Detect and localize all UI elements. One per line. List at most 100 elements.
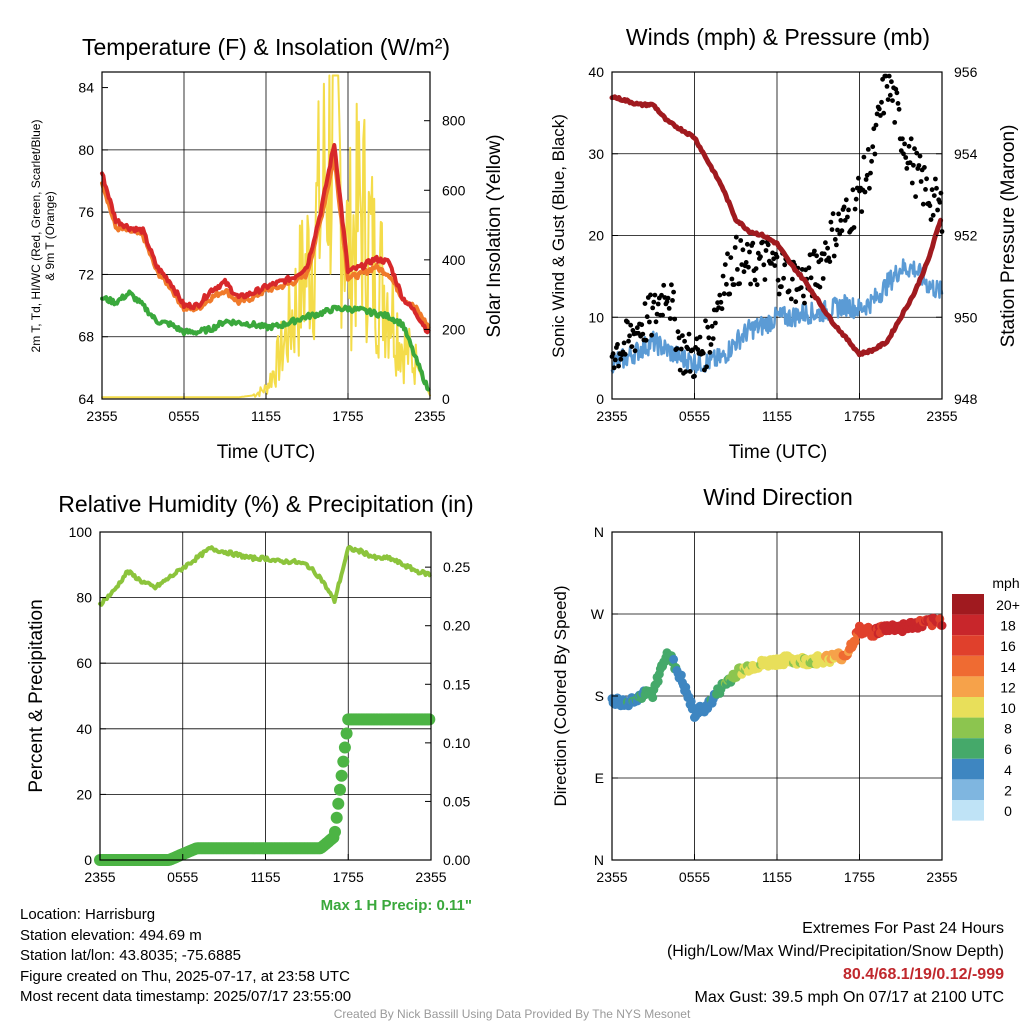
x-tick-label: 1155 — [251, 408, 281, 424]
winds-ylabel-left: Sonic Wind & Gust (Blue, Black) — [549, 114, 568, 358]
gust-point — [612, 357, 618, 363]
gust-point — [831, 253, 837, 259]
gust-point — [639, 322, 645, 328]
x-tick-label: 1755 — [333, 869, 364, 885]
gust-point — [869, 158, 874, 164]
y-tick-label-right: 200 — [442, 321, 466, 337]
x-tick-label: 2355 — [596, 869, 627, 885]
gust-point — [893, 86, 899, 92]
y-tick-label-right: 956 — [954, 64, 978, 80]
y-tick-label-right: 400 — [442, 252, 466, 268]
y-tick-label-right: 952 — [954, 228, 978, 244]
gust-point — [856, 175, 861, 181]
info-elevation: Station elevation: 494.69 m — [20, 926, 202, 944]
gust-point — [842, 218, 848, 223]
gust-point — [661, 282, 667, 288]
gust-point — [827, 259, 833, 264]
gust-point — [669, 282, 674, 288]
direction-point — [676, 670, 686, 680]
gust-point — [906, 143, 912, 149]
gust-point — [713, 320, 718, 326]
gust-point — [748, 281, 753, 287]
gust-point — [772, 263, 778, 268]
pressure-line — [609, 94, 944, 358]
gust-point — [731, 282, 737, 287]
gust-point — [922, 165, 927, 170]
gust-point — [886, 73, 892, 79]
gust-point — [754, 282, 760, 288]
y-tick-label-left: E — [595, 770, 604, 786]
legend-title: mph — [992, 575, 1019, 591]
gust-point — [920, 201, 926, 207]
wdir-ylabel-left: Direction (Colored By Speed) — [551, 585, 570, 806]
credit-line: Created By Nick Bassill Using Data Provi… — [333, 1007, 691, 1021]
y-tick-label-left: 100 — [69, 524, 93, 540]
temp-ticks: 2355 0555 1155 1755 235564687276808402004006… — [78, 80, 465, 424]
legend-swatch — [952, 635, 984, 656]
gust-point — [720, 273, 726, 279]
extremes-info: Extremes For Past 24 Hours (High/Low/Max… — [667, 917, 1004, 1009]
legend-swatch — [952, 676, 984, 697]
gust-point — [677, 367, 683, 373]
legend-label: 18 — [1000, 618, 1016, 634]
gust-point — [806, 265, 812, 271]
rh-ticks: 2355 0555 1155 1755 23550204060801000.000.05… — [69, 524, 471, 885]
gust-point — [752, 277, 758, 283]
gust-point — [735, 267, 740, 272]
wdir-plot-area — [607, 613, 947, 722]
legend-label: 0 — [1004, 803, 1012, 819]
wdir-legend: mph 20+ 18 16 14 12 10 8 6 4 2 0 — [952, 575, 1020, 821]
y-tick-label-right: 950 — [954, 309, 978, 325]
gust-point — [838, 218, 844, 223]
x-tick-label: 1155 — [762, 869, 792, 885]
gust-point — [841, 204, 847, 210]
gust-point — [850, 187, 856, 193]
extremes-values: 80.4/68.1/19/0.12/-999 — [842, 966, 1004, 983]
gust-point — [851, 225, 857, 230]
precip-point — [334, 783, 346, 796]
gust-point — [793, 299, 799, 305]
legend-swatch — [952, 594, 984, 615]
gust-point — [832, 237, 838, 242]
y-tick-label-right: 600 — [442, 182, 466, 198]
insolation-line — [101, 74, 431, 399]
direction-point — [669, 654, 679, 664]
gust-point — [703, 318, 708, 324]
y-tick-label-left: N — [594, 524, 604, 540]
gust-point — [908, 136, 914, 142]
legend-swatch — [952, 779, 984, 800]
x-tick-label: 1755 — [844, 869, 875, 885]
gust-point — [876, 106, 882, 112]
rh-grid — [100, 532, 431, 860]
precip-point — [329, 825, 341, 838]
gust-point — [836, 211, 841, 217]
gust-point — [651, 299, 657, 305]
gust-point — [825, 245, 830, 251]
winds-title: Winds (mph) & Pressure (mb) — [626, 24, 930, 50]
x-tick-label: 2355 — [926, 869, 957, 885]
gust-point — [746, 264, 751, 270]
gust-point — [879, 99, 884, 105]
y-tick-label-left: 20 — [588, 228, 604, 244]
gust-point — [820, 276, 826, 281]
y-tick-label-left: S — [595, 688, 604, 704]
gust-point — [740, 247, 746, 253]
gust-point — [781, 275, 786, 281]
x-tick-label: 2355 — [596, 408, 627, 424]
x-tick-label: 0555 — [679, 408, 710, 424]
gust-point — [928, 217, 934, 223]
info-location: Location: Harrisburg — [20, 906, 156, 923]
panel-wind-direction: Wind Direction 2355 0555 1155 1755 2355NESWN… — [551, 484, 1020, 885]
gust-point — [933, 176, 938, 182]
y-tick-label-right: 0.00 — [443, 852, 470, 868]
gust-point — [762, 277, 768, 282]
gust-point — [889, 79, 894, 85]
gust-point — [865, 147, 871, 152]
gust-point — [708, 342, 714, 347]
gust-point — [900, 136, 905, 142]
y-tick-label-left: 68 — [78, 329, 94, 345]
gust-point — [640, 331, 646, 337]
gust-point — [647, 319, 652, 325]
rh-line — [98, 544, 432, 607]
y-tick-label-left: W — [591, 606, 605, 622]
